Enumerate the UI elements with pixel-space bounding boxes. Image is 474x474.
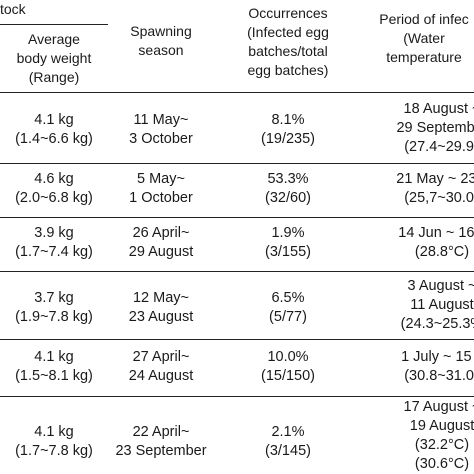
table-row-4-occurrence: 6.5% (5/77) bbox=[269, 290, 307, 325]
row-4-rule bbox=[0, 339, 474, 340]
table-row-3-season: 26 April~ 29 August bbox=[128, 225, 194, 260]
table-row-4-period: 3 August ~ 11 August (24.3~25.3% bbox=[400, 278, 474, 332]
header-group-label: tock bbox=[0, 1, 26, 17]
table-row-2-season: 5 May~ 1 October bbox=[129, 171, 193, 206]
table-row-1-weight: 4.1 kg (1.4~6.6 kg) bbox=[15, 112, 93, 147]
table-row-3-weight: 3.9 kg (1.7~7.4 kg) bbox=[15, 225, 93, 260]
table-row-6-period: 17 August ~ 19 August (32.2°C) (30.6°C) bbox=[403, 399, 474, 472]
table-row-3-period: 14 Jun ~ 16 J (28.8°C) bbox=[398, 225, 474, 260]
table-row-2-period: 21 May ~ 23 J (25,7~30.0° bbox=[396, 171, 474, 206]
table-row-2-occurrence: 53.3% (32/60) bbox=[265, 171, 311, 206]
row-1-rule bbox=[0, 163, 474, 164]
table-row-6-occurrence: 2.1% (3/145) bbox=[265, 424, 311, 459]
row-5-rule bbox=[0, 396, 474, 397]
header-occurrences: Occurrences (Infected egg batches/total … bbox=[247, 5, 329, 78]
table-row-3-occurrence: 1.9% (3/155) bbox=[265, 225, 311, 260]
table-row-1-period: 18 August ~ 29 September (27.4~29.9° bbox=[396, 101, 474, 155]
header-group-rule bbox=[0, 24, 108, 25]
table-row-5-period: 1 July ~ 15 J (30.8~31.0° bbox=[401, 349, 474, 384]
table-row-5-occurrence: 10.0% (15/150) bbox=[260, 349, 315, 384]
header-period-of-infection: Period of infec (Water temperature bbox=[379, 11, 469, 65]
table-row-4-season: 12 May~ 23 August bbox=[128, 290, 194, 325]
header-body-weight: Average body weight (Range) bbox=[16, 31, 92, 85]
table-row-5-weight: 4.1 kg (1.5~8.1 kg) bbox=[15, 349, 93, 384]
table-row-1-occurrence: 8.1% (19/235) bbox=[260, 112, 315, 147]
header-bottom-rule bbox=[0, 92, 474, 93]
row-2-rule bbox=[0, 217, 474, 218]
header-spawning-season: Spawning season bbox=[130, 23, 192, 58]
table-row-5-season: 27 April~ 24 August bbox=[128, 349, 194, 384]
table-row-6-weight: 4.1 kg (1.7~7.8 kg) bbox=[15, 424, 93, 459]
table-row-4-weight: 3.7 kg (1.9~7.8 kg) bbox=[15, 290, 93, 325]
table-row-6-season: 22 April~ 23 September bbox=[115, 424, 207, 459]
table-row-2-weight: 4.6 kg (2.0~6.8 kg) bbox=[15, 171, 93, 206]
table-row-1-season: 11 May~ 3 October bbox=[129, 112, 193, 147]
row-3-rule bbox=[0, 271, 474, 272]
